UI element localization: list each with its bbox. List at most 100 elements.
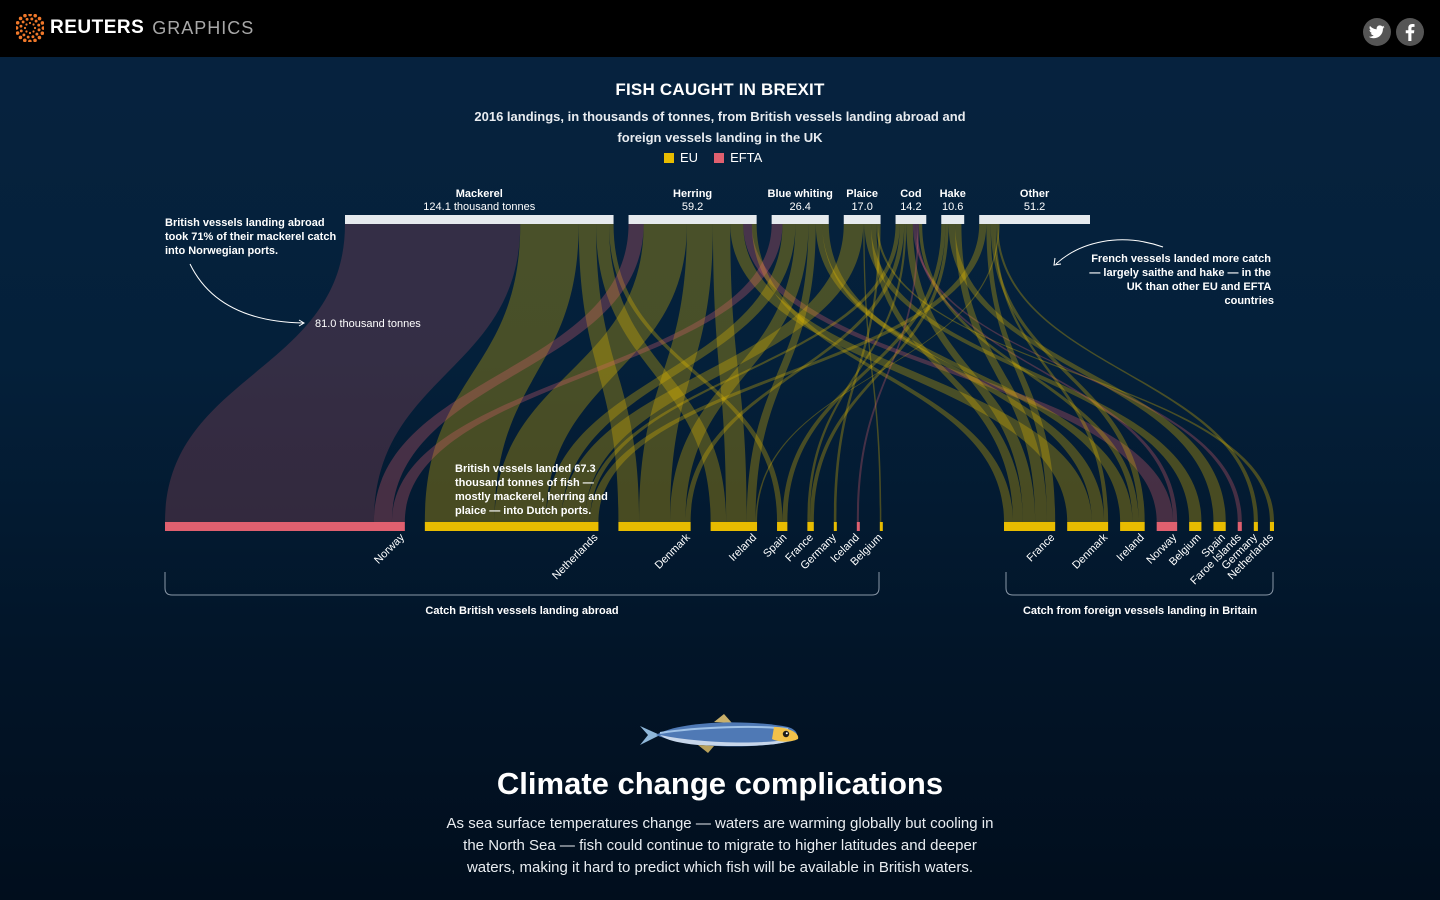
logo-dot <box>40 31 44 36</box>
flow-mackerel-to-netherlands[interactable] <box>424 224 579 522</box>
logo-dot <box>32 23 35 26</box>
group-label-britain: Catch from foreign vessels landing in Br… <box>1023 605 1257 617</box>
flow-other-to-france[interactable] <box>986 224 1056 522</box>
annotation-line: UK than other EU and EFTA <box>1127 281 1272 293</box>
flow-cod-to-faroe-islands[interactable] <box>912 224 1242 522</box>
target-bar-abroad-france[interactable] <box>807 522 814 531</box>
logo-dot <box>28 21 32 25</box>
annotation-line: British vessels landed 67.3 <box>455 463 596 475</box>
flow-herring-to-norway[interactable] <box>743 224 1174 522</box>
logo-dot <box>18 35 23 40</box>
flow-cod-to-france[interactable] <box>807 224 907 522</box>
flow-hake-to-france[interactable] <box>809 224 949 522</box>
flow-blue-whiting-to-denmark[interactable] <box>822 224 1105 522</box>
flow-plaice-to-netherlands[interactable] <box>876 224 1274 522</box>
flow-other-to-germany[interactable] <box>996 224 1258 522</box>
target-bar-britain-denmark[interactable] <box>1067 522 1109 531</box>
flow-herring-to-netherlands[interactable] <box>494 224 687 522</box>
source-bar-other[interactable] <box>979 215 1090 224</box>
source-bar-plaice[interactable] <box>843 215 881 224</box>
logo-dot <box>34 19 38 23</box>
flow-cod-to-denmark[interactable] <box>685 224 905 522</box>
twitter-share-button[interactable] <box>1363 18 1391 46</box>
flow-hake-to-france[interactable] <box>955 224 1047 522</box>
logo-dot <box>16 31 20 35</box>
target-label: Norway <box>372 531 407 566</box>
source-bar-herring[interactable] <box>628 215 757 224</box>
target-bar-abroad-belgium[interactable] <box>879 522 883 531</box>
target-bar-britain-netherlands[interactable] <box>1269 522 1274 531</box>
flow-mackerel-to-spain[interactable] <box>608 224 783 522</box>
logo-dot <box>22 33 26 37</box>
flow-other-to-ireland[interactable] <box>755 224 1000 522</box>
source-bar-cod[interactable] <box>895 215 927 224</box>
flow-blue-whiting-to-ireland[interactable] <box>815 224 1133 522</box>
logo-dot <box>23 14 27 18</box>
source-bar-mackerel[interactable] <box>345 215 614 224</box>
flow-cod-to-ireland[interactable] <box>918 224 1139 522</box>
flow-plaice-to-france[interactable] <box>871 224 1023 522</box>
annotation-arrowhead <box>298 319 305 327</box>
flow-other-to-denmark[interactable] <box>993 224 1109 522</box>
section-paragraph: As sea surface temperatures change — wat… <box>446 815 994 876</box>
logo-dot <box>25 23 28 26</box>
flow-herring-to-denmark[interactable] <box>639 224 713 522</box>
target-bar-abroad-netherlands[interactable] <box>424 522 599 531</box>
flow-mackerel-to-norway[interactable] <box>165 224 521 522</box>
bracket-right <box>1005 572 1274 596</box>
target-bar-britain-ireland[interactable] <box>1120 522 1145 531</box>
target-bar-britain-france[interactable] <box>1004 522 1056 531</box>
flow-cod-to-netherlands[interactable] <box>584 224 900 522</box>
target-bar-britain-faroe-islands[interactable] <box>1237 522 1242 531</box>
flow-herring-to-norway[interactable] <box>373 224 644 522</box>
flow-mackerel-to-ireland[interactable] <box>596 224 727 522</box>
flow-blue-whiting-to-norway[interactable] <box>391 224 783 522</box>
flow-other-to-ireland[interactable] <box>990 224 1145 522</box>
logo-dot <box>31 35 35 39</box>
logo-dot <box>40 21 44 25</box>
source-label: Hake <box>940 188 966 200</box>
flow-plaice-to-germany[interactable] <box>833 224 881 522</box>
annotation-line: into Norwegian ports. <box>165 245 278 257</box>
source-bar-blue-whiting[interactable] <box>771 215 829 224</box>
flow-herring-to-france[interactable] <box>751 224 1014 522</box>
flow-blue-whiting-to-ireland[interactable] <box>746 224 816 522</box>
logo-dot <box>28 39 32 42</box>
flow-blue-whiting-to-denmark[interactable] <box>669 224 809 522</box>
logo-dot <box>33 38 37 42</box>
facebook-share-button[interactable] <box>1396 18 1424 46</box>
legend-label-efta: EFTA <box>730 150 763 165</box>
flow-cod-to-iceland[interactable] <box>856 224 919 522</box>
target-bar-britain-belgium[interactable] <box>1189 522 1202 531</box>
target-bar-abroad-ireland[interactable] <box>710 522 758 531</box>
flow-herring-to-denmark[interactable] <box>730 224 1092 522</box>
target-bar-abroad-denmark[interactable] <box>618 522 691 531</box>
target-bar-britain-norway[interactable] <box>1156 522 1178 531</box>
target-bar-abroad-germany[interactable] <box>833 522 837 531</box>
target-bar-britain-germany[interactable] <box>1253 522 1258 531</box>
flow-cod-to-france[interactable] <box>906 224 1036 522</box>
logo-dot <box>37 23 41 27</box>
flow-hake-to-spain[interactable] <box>782 224 946 522</box>
reuters-logo[interactable]: REUTERS GRAPHICS <box>16 14 254 42</box>
source-label: Herring <box>673 188 712 200</box>
flow-herring-to-ireland[interactable] <box>712 224 747 522</box>
target-bar-abroad-norway[interactable] <box>165 522 405 531</box>
source-value-label: 10.6 <box>942 201 963 213</box>
flow-hake-to-spain[interactable] <box>948 224 1226 522</box>
source-bar-hake[interactable] <box>941 215 965 224</box>
flow-blue-whiting-to-netherlands[interactable] <box>546 224 796 522</box>
flow-other-to-netherlands[interactable] <box>589 224 987 522</box>
target-bar-abroad-iceland[interactable] <box>856 522 860 531</box>
target-bar-britain-spain[interactable] <box>1213 522 1226 531</box>
source-label: Plaice <box>846 188 878 200</box>
flow-plaice-to-netherlands[interactable] <box>561 224 864 522</box>
flow-mackerel-to-denmark[interactable] <box>578 224 640 522</box>
flow-plaice-to-belgium[interactable] <box>864 224 1202 522</box>
flow-cod-to-norway[interactable] <box>915 224 1178 522</box>
top-bar: REUTERS GRAPHICS <box>0 0 1440 57</box>
target-bar-abroad-spain[interactable] <box>777 522 788 531</box>
flow-plaice-to-belgium[interactable] <box>863 224 882 522</box>
logo-dot <box>32 30 35 33</box>
logo-dot <box>16 26 19 30</box>
